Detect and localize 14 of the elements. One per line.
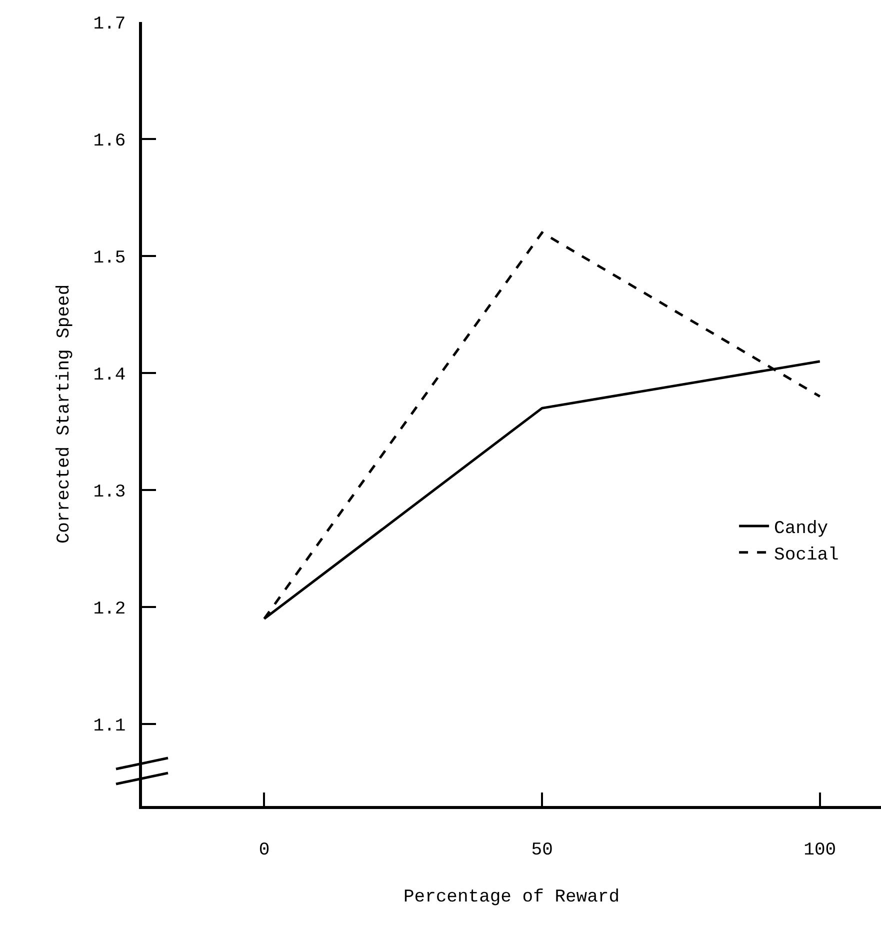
y-tick-label: 1.6: [93, 131, 126, 152]
y-tick-label: 1.2: [93, 599, 126, 620]
x-tick-label: 0: [258, 840, 270, 860]
x-axis-title: Percentage of Reward: [403, 887, 620, 908]
x-tick-label: 50: [531, 840, 553, 860]
y-tick-label: 1.1: [93, 716, 126, 736]
y-tick-label: 1.4: [93, 365, 126, 386]
legend-label: Candy: [774, 519, 828, 540]
y-tick-label: 1.3: [93, 482, 126, 502]
y-axis-title: Corrected Starting Speed: [54, 284, 74, 544]
y-tick-label: 1.7: [93, 14, 126, 34]
y-tick-label: 1.5: [93, 248, 126, 268]
legend-label: Social: [774, 545, 839, 566]
x-tick-label: 100: [804, 840, 836, 860]
